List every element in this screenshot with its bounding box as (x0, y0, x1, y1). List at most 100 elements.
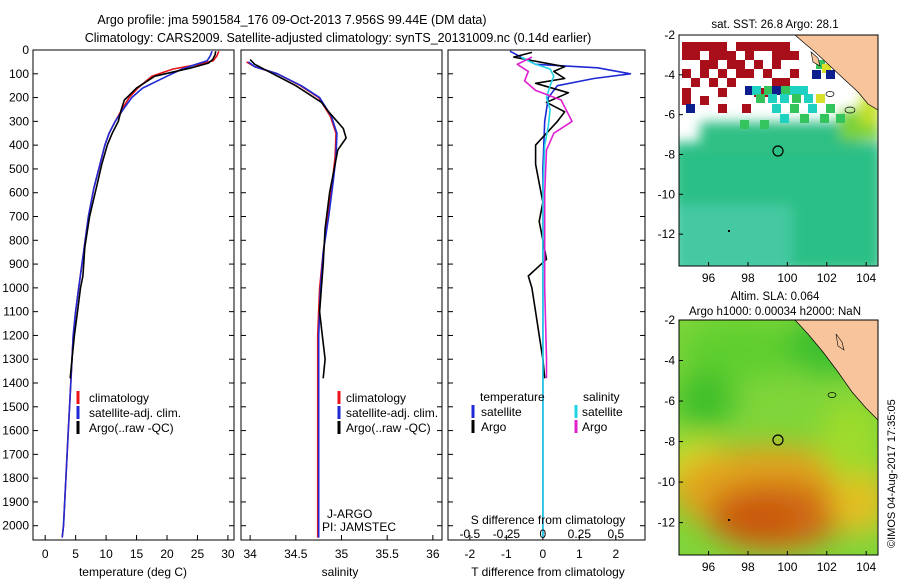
map-y-tick-label: -6 (664, 108, 675, 122)
x-tick-label: 10 (99, 547, 113, 561)
legend-title-salinity: salinity (583, 390, 620, 404)
sst-pixel (763, 42, 772, 51)
y-tick-label: 1800 (2, 471, 29, 485)
map-x-tick-label: 98 (741, 560, 755, 574)
island-outline (810, 51, 821, 67)
legend-label-satellite: satellite-adj. clim. (89, 406, 181, 420)
imos-credit: ©IMOS 04-Aug-2017 17:35:05 (886, 399, 898, 548)
island-outline-2 (825, 91, 835, 97)
sst-pixel (709, 51, 718, 60)
sst-pixel (822, 64, 831, 73)
sst-pixel (772, 42, 781, 51)
x-tick-label: 0 (540, 547, 547, 561)
difference-series (509, 50, 632, 538)
y-tick-label: 1700 (2, 447, 29, 461)
island-outline-3 (844, 106, 856, 114)
y-tick-label: 1900 (2, 495, 29, 509)
x-tick-label: 34.5 (284, 547, 308, 561)
map-x-tick-label: 100 (777, 271, 797, 285)
sla-map-subtitle: Argo h1000: 0.00034 h2000: NaN (689, 306, 861, 318)
temperature-panel: 0 5 10 15 20 25 30 0 100 200 300 400 500 600 700 800 90… (2, 43, 235, 579)
legend-label-t-satellite: satellite (481, 405, 522, 419)
sst-pixel (781, 42, 790, 51)
y-tick-label: 600 (9, 186, 29, 200)
x-tick-label: 1 (576, 547, 583, 561)
y-tick-label: 200 (9, 91, 29, 105)
sst-pixel (826, 104, 835, 113)
sst-pixel (790, 86, 799, 95)
x-tick-label: 5 (72, 547, 79, 561)
x-tick-label: 0 (42, 547, 49, 561)
temperature-series (61, 50, 220, 538)
salinity-legend: climatology satellite-adj. clim. Argo(..… (337, 391, 438, 435)
sst-pixel (781, 86, 790, 95)
salinity-series (246, 58, 347, 538)
sst-pixel (816, 94, 825, 103)
y-tick-label: 1500 (2, 400, 29, 414)
figure-title: Argo profile: jma 5901584_176 09-Oct-201… (97, 13, 486, 27)
sst-pixel (826, 70, 835, 79)
sst-pixel (772, 86, 781, 95)
island-outline (835, 333, 845, 351)
sst-pixel (820, 114, 829, 123)
y-tick-label: 800 (9, 233, 29, 247)
map-x-tick-label: 102 (817, 271, 837, 285)
small-island-marker (728, 519, 730, 521)
sst-pixel (754, 60, 763, 69)
y-tick-label: 900 (9, 257, 29, 271)
sst-pixel (764, 86, 773, 95)
argo-float-marker (772, 434, 784, 446)
s-tick-label: -0.5 (460, 527, 481, 541)
sst-pixel (691, 51, 700, 60)
sumatra-land (794, 320, 878, 421)
annotation-jargo: J-ARGO (327, 507, 372, 521)
sst-pixel (691, 42, 700, 51)
sst-pixel (781, 51, 790, 60)
y-tick-label: 1100 (3, 305, 29, 319)
series-line-s-satellite (520, 56, 555, 538)
sst-pixel (682, 88, 691, 97)
series-line-satellite-adj-clim- (247, 61, 338, 538)
figure-subtitle: Climatology: CARS2009. Satellite-adjuste… (85, 31, 592, 45)
map-y-tick-label: -2 (664, 313, 675, 327)
map-x-tick-label: 104 (856, 560, 876, 574)
map-x-tick-label: 98 (741, 271, 755, 285)
sst-map-field (679, 35, 878, 266)
map-y-tick-label: -4 (664, 354, 675, 368)
map-x-tick-label: 96 (702, 560, 716, 574)
salinity-panel: 34 34.5 35 35.5 36 salinity climatology sate… (240, 49, 443, 579)
y-tick-label: 1200 (2, 328, 29, 342)
difference-depth-ticks (448, 49, 645, 527)
s-tick-label: 0.25 (568, 527, 592, 541)
sst-pixel (709, 78, 718, 87)
map-y-tick-label: -2 (664, 28, 675, 42)
sst-pixel (763, 69, 772, 78)
sst-pixel (792, 94, 801, 103)
sst-pixel (682, 42, 691, 51)
map-y-tick-label: -12 (658, 516, 676, 530)
x-tick-label: 35 (335, 547, 349, 561)
y-tick-label: 1300 (2, 352, 29, 366)
depth-axis: 0 100 200 300 400 500 600 700 800 900 1000 1100 1200… (2, 43, 234, 533)
x-tick-label: 25 (191, 547, 205, 561)
series-line-argo-raw-qc- (69, 51, 217, 379)
sst-pixel (790, 51, 799, 60)
y-tick-label: 0 (22, 43, 29, 57)
temperature-plot-frame (32, 49, 235, 541)
series-line-argo-raw-qc- (249, 58, 347, 379)
sst-map-axes: 96 98 100 102 104 -2 -4 -6 -8 -10 -12 (658, 28, 877, 285)
sst-pixel (736, 69, 745, 78)
sst-pixel (682, 51, 691, 60)
sst-pixel (745, 42, 754, 51)
map-y-tick-label: -10 (658, 187, 676, 201)
sst-pixel (800, 114, 809, 123)
sst-pixel (682, 96, 691, 105)
sst-map-panel: sat. SST: 26.8 Argo: 28.1 96 98 100 102 104 -… (658, 19, 879, 285)
sst-pixel (745, 86, 754, 95)
x-tick-label: 15 (130, 547, 144, 561)
legend-label-s-argo: Argo (582, 420, 608, 434)
sst-pixel (790, 104, 799, 113)
sst-pixel (682, 69, 691, 78)
map-y-tick-label: -6 (664, 394, 675, 408)
